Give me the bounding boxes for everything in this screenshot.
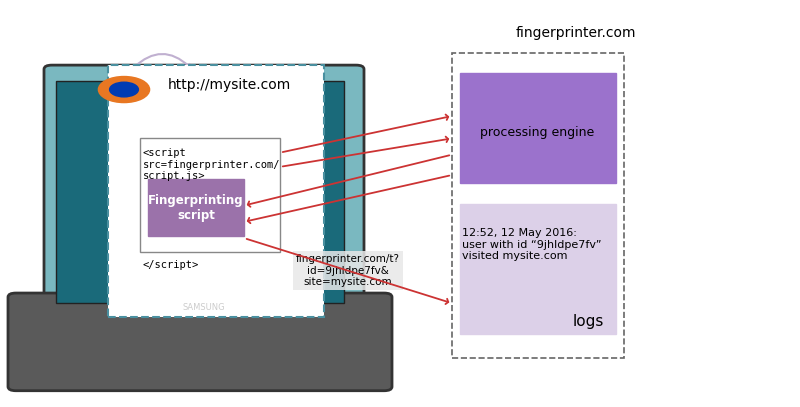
Bar: [452, 53, 624, 358]
FancyBboxPatch shape: [44, 65, 364, 317]
Circle shape: [110, 82, 138, 97]
FancyBboxPatch shape: [8, 293, 392, 391]
Text: </script>: </script>: [142, 260, 198, 269]
Text: fingerprinter.com/t?
id=9jhldpe7fv&
site=mysite.com: fingerprinter.com/t? id=9jhldpe7fv& site…: [296, 254, 400, 287]
Text: processing engine: processing engine: [481, 126, 594, 139]
Text: fingerprinter.com: fingerprinter.com: [516, 26, 636, 39]
Text: logs: logs: [573, 314, 604, 329]
Circle shape: [98, 77, 150, 103]
Bar: [140, 138, 280, 252]
Text: 12:52, 12 May 2016:
user with id “9jhldpe7fv”
visited mysite.com: 12:52, 12 May 2016: user with id “9jhldp…: [462, 228, 602, 261]
Text: Fingerprinting
script: Fingerprinting script: [148, 194, 244, 221]
FancyBboxPatch shape: [56, 81, 344, 303]
Text: SAMSUNG: SAMSUNG: [182, 303, 226, 312]
Bar: [460, 204, 616, 334]
Bar: [108, 65, 324, 317]
Bar: [148, 179, 244, 236]
Text: <script
src=fingerprinter.com/
script.js>: <script src=fingerprinter.com/ script.js…: [142, 148, 280, 182]
Text: http://mysite.com: http://mysite.com: [168, 79, 291, 92]
Bar: [460, 73, 616, 183]
